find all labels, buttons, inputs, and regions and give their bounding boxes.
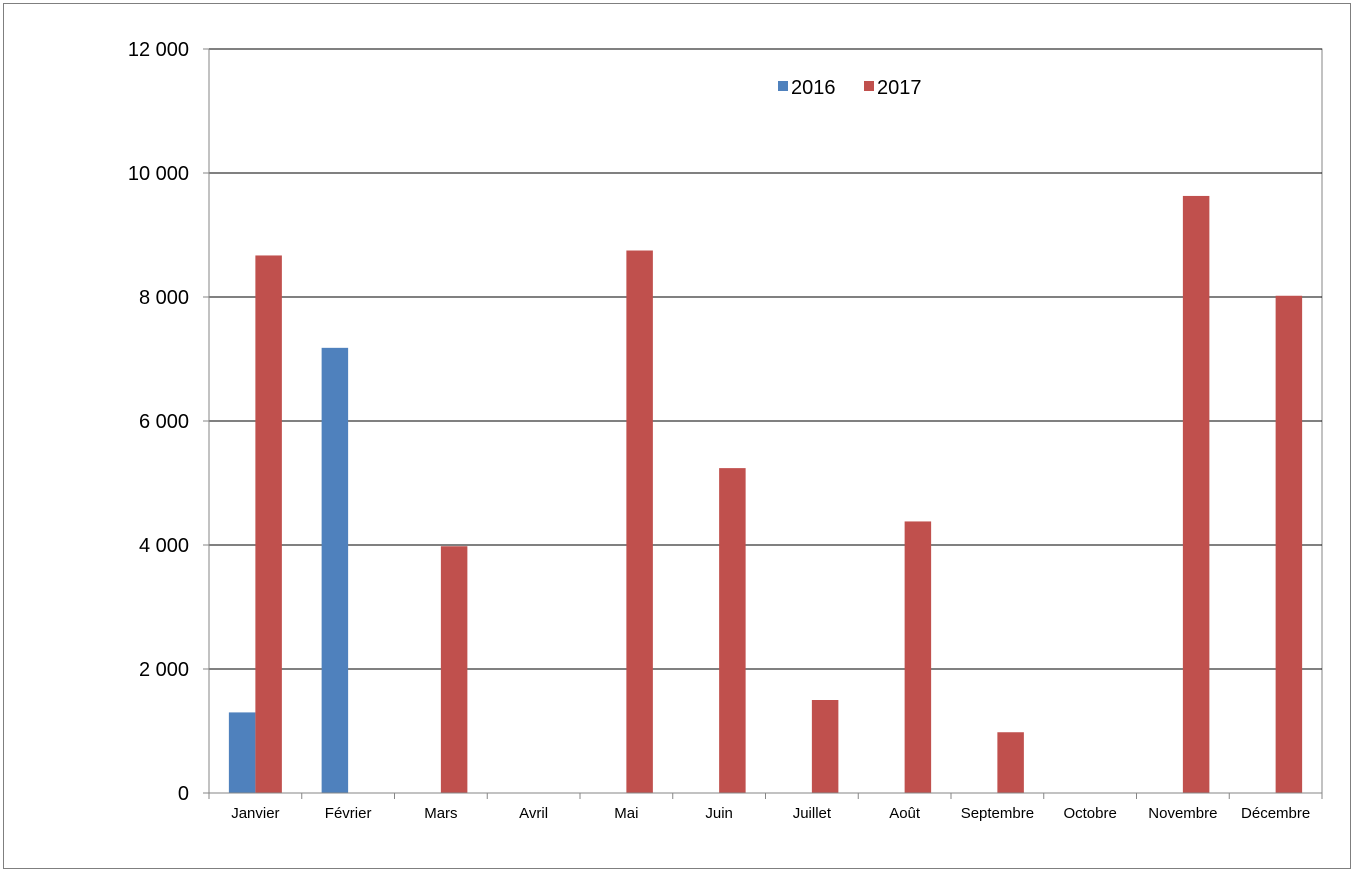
bar-2017-2	[440, 546, 468, 793]
y-tick-label: 12 000	[128, 39, 189, 61]
legend: 2016 2017	[778, 77, 922, 99]
bar-2016-0	[228, 712, 256, 793]
legend-label-2016: 2016	[791, 77, 836, 99]
bar-2017-7	[904, 521, 932, 793]
legend-label-2017: 2017	[877, 77, 922, 99]
y-tick-label: 8 000	[139, 287, 189, 309]
bar-2017-4	[626, 250, 653, 793]
x-tick-label: Mars	[424, 805, 457, 822]
x-tick-label: Février	[325, 805, 372, 822]
axes	[203, 48, 1323, 799]
bar-2016-1	[321, 347, 349, 793]
gridlines	[208, 48, 1323, 794]
y-tick-label: 0	[178, 783, 189, 805]
x-tick-label: Juillet	[793, 805, 832, 822]
x-tick-label: Juin	[705, 805, 733, 822]
x-tick-label: Décembre	[1241, 805, 1310, 822]
bars	[228, 195, 1303, 793]
x-tick-label: Octobre	[1063, 805, 1116, 822]
x-tick-label: Janvier	[231, 805, 279, 822]
bar-2017-11	[1275, 295, 1303, 793]
y-tick-label: 4 000	[139, 535, 189, 557]
bar-2017-10	[1182, 195, 1210, 793]
legend-swatch-2016	[778, 81, 788, 91]
bar-2017-8	[997, 732, 1024, 793]
y-tick-label: 2 000	[139, 659, 189, 681]
bar-2017-0	[255, 255, 282, 793]
y-axis-ticks: 0 2 000 4 000 6 000 8 000 10 000 12 000	[128, 39, 189, 805]
legend-swatch-2017	[864, 81, 874, 91]
x-tick-label: Août	[889, 805, 921, 822]
x-tick-label: Avril	[519, 805, 548, 822]
y-tick-label: 6 000	[139, 411, 189, 433]
x-tick-label: Novembre	[1148, 805, 1217, 822]
x-axis-ticks: Janvier Février Mars Avril Mai Juin Juillet Aoû…	[231, 805, 1310, 822]
x-tick-label: Septembre	[961, 805, 1034, 822]
bar-2017-5	[719, 468, 746, 793]
y-tick-label: 10 000	[128, 163, 189, 185]
x-tick-label: Mai	[614, 805, 638, 822]
chart-frame	[3, 3, 1351, 869]
bar-2017-6	[811, 700, 839, 793]
